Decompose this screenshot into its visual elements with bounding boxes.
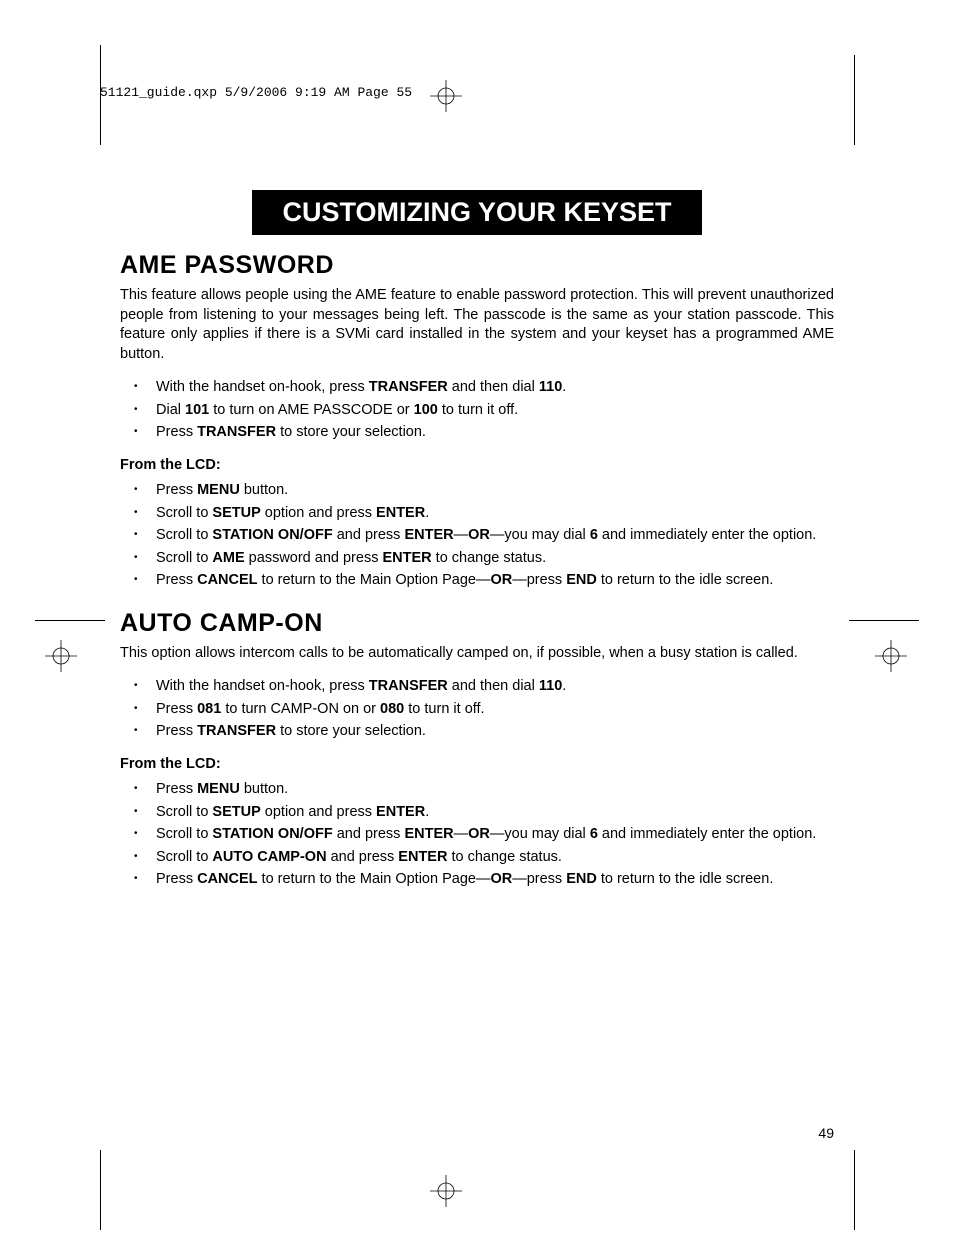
- page-number: 49: [818, 1125, 834, 1141]
- bullet-item: Scroll to SETUP option and press ENTER.: [120, 504, 834, 524]
- registration-mark-icon: [45, 640, 77, 672]
- crop-mark: [854, 1150, 855, 1230]
- registration-mark-icon: [430, 80, 462, 112]
- crop-mark: [100, 1150, 101, 1230]
- bullet-item: With the handset on-hook, press TRANSFER…: [120, 677, 834, 697]
- bullet-item: Scroll to STATION ON/OFF and press ENTER…: [120, 825, 834, 845]
- bullet-item: Press CANCEL to return to the Main Optio…: [120, 571, 834, 591]
- section-heading-auto-camp-on: AUTO CAMP-ON: [120, 609, 834, 638]
- registration-mark-icon: [875, 640, 907, 672]
- bullet-item: Press TRANSFER to store your selection.: [120, 722, 834, 742]
- subheading-from-lcd: From the LCD:: [120, 756, 834, 772]
- bullet-item: Press MENU button.: [120, 481, 834, 501]
- section-heading-ame-password: AME PASSWORD: [120, 251, 834, 280]
- bullet-list: Press MENU button. Scroll to SETUP optio…: [120, 780, 834, 890]
- page-title: CUSTOMIZING YOUR KEYSET: [252, 190, 702, 235]
- bullet-list: Press MENU button. Scroll to SETUP optio…: [120, 481, 834, 591]
- bullet-list: With the handset on-hook, press TRANSFER…: [120, 677, 834, 742]
- bullet-item: Press MENU button.: [120, 780, 834, 800]
- bullet-list: With the handset on-hook, press TRANSFER…: [120, 378, 834, 443]
- crop-mark: [854, 55, 855, 145]
- bullet-item: Scroll to SETUP option and press ENTER.: [120, 803, 834, 823]
- page-content: CUSTOMIZING YOUR KEYSET AME PASSWORD Thi…: [0, 0, 954, 984]
- bullet-item: Scroll to AUTO CAMP-ON and press ENTER t…: [120, 848, 834, 868]
- bullet-item: Dial 101 to turn on AME PASSCODE or 100 …: [120, 401, 834, 421]
- bullet-item: Press TRANSFER to store your selection.: [120, 423, 834, 443]
- crop-mark: [35, 620, 105, 621]
- bullet-item: Scroll to STATION ON/OFF and press ENTER…: [120, 526, 834, 546]
- bullet-item: With the handset on-hook, press TRANSFER…: [120, 378, 834, 398]
- crop-mark: [100, 45, 101, 145]
- section-paragraph: This option allows intercom calls to be …: [120, 644, 834, 664]
- bullet-item: Scroll to AME password and press ENTER t…: [120, 549, 834, 569]
- print-slug: 51121_guide.qxp 5/9/2006 9:19 AM Page 55: [100, 85, 412, 100]
- section-paragraph: This feature allows people using the AME…: [120, 286, 834, 364]
- bullet-item: Press 081 to turn CAMP-ON on or 080 to t…: [120, 700, 834, 720]
- registration-mark-icon: [430, 1175, 462, 1207]
- subheading-from-lcd: From the LCD:: [120, 457, 834, 473]
- crop-mark: [849, 620, 919, 621]
- bullet-item: Press CANCEL to return to the Main Optio…: [120, 870, 834, 890]
